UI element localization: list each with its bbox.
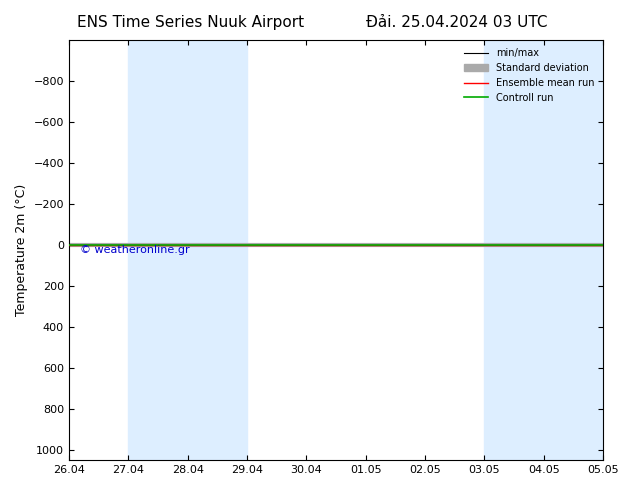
Bar xyxy=(128,40,247,460)
Text: © weatheronline.gr: © weatheronline.gr xyxy=(80,245,189,255)
Text: ENS Time Series Nuuk Airport: ENS Time Series Nuuk Airport xyxy=(77,15,304,30)
Y-axis label: Temperature 2m (°C): Temperature 2m (°C) xyxy=(15,184,28,316)
Text: Đải. 25.04.2024 03 UTC: Đải. 25.04.2024 03 UTC xyxy=(366,15,547,30)
Legend: min/max, Standard deviation, Ensemble mean run, Controll run: min/max, Standard deviation, Ensemble me… xyxy=(460,45,598,107)
Bar xyxy=(484,40,603,460)
